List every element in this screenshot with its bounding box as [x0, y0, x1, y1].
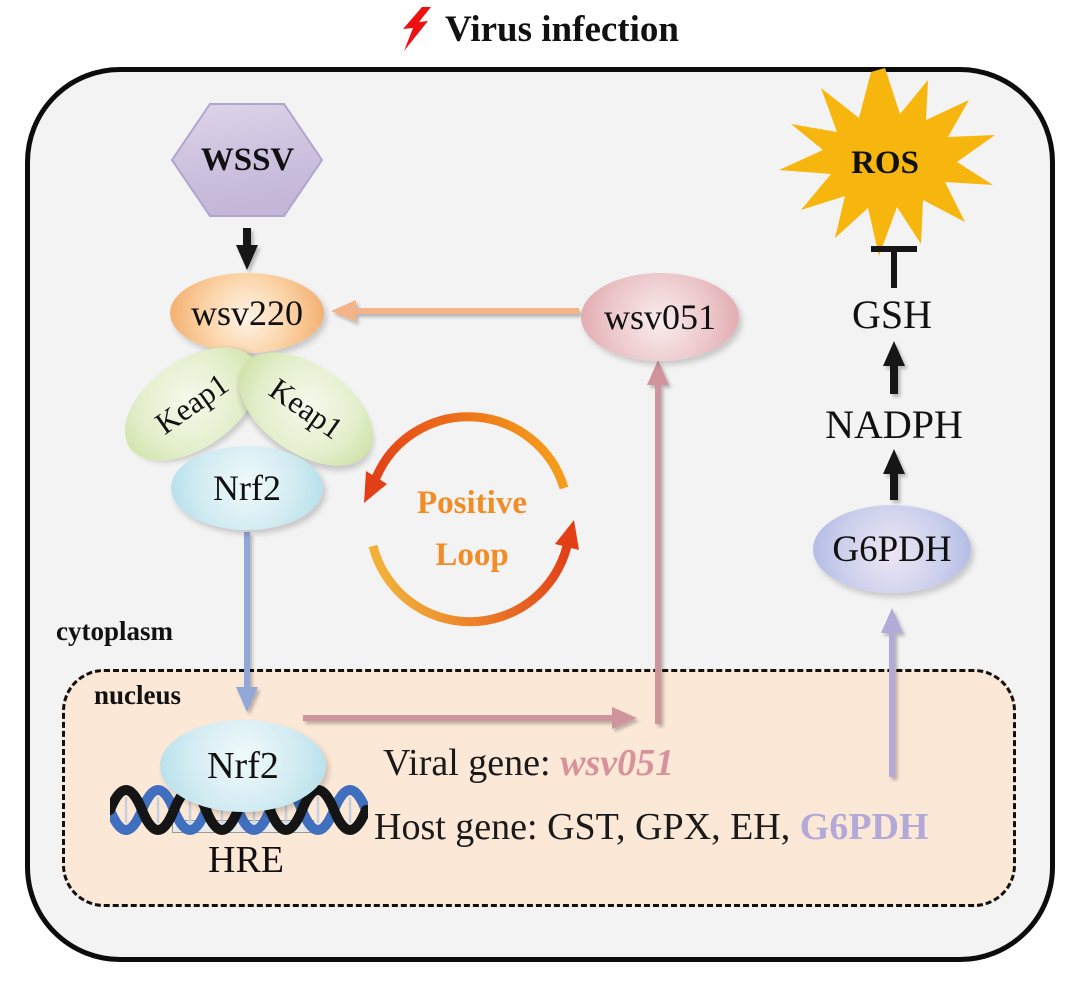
host-gene-line: Host gene: GST, GPX, EH, G6PDH	[374, 805, 929, 849]
nucleus-label: nucleus	[94, 680, 182, 710]
wsv051-node: wsv051	[581, 273, 739, 361]
ros-node: ROS	[851, 144, 919, 181]
wssv-hexagon-icon	[170, 103, 324, 217]
host-gene-g6pdh: G6PDH	[799, 806, 929, 848]
positive-loop-text-line2: Loop	[435, 537, 509, 573]
hre-label: HRE	[208, 839, 284, 881]
cytoplasm-label: cytoplasm	[56, 616, 173, 646]
nadph-label: NADPH	[825, 402, 963, 447]
nrf2-nucleus-node: Nrf2	[160, 720, 326, 812]
diagram-title: Virus infection	[445, 8, 679, 50]
gsh-label: GSH	[851, 292, 933, 337]
viral-gene-prefix: Viral gene:	[383, 742, 561, 784]
g6pdh-node: G6PDH	[813, 505, 971, 593]
host-gene-prefix: Host gene: GST, GPX, EH,	[374, 806, 800, 848]
viral-gene-line: Viral gene: wsv051	[383, 741, 674, 785]
nrf2-cytoplasm-node: Nrf2	[171, 446, 323, 530]
wsv220-node: wsv220	[170, 273, 324, 353]
ros-starburst-icon	[779, 68, 995, 256]
diagram-title-row: Virus infection	[0, 6, 1080, 52]
viral-gene-wsv051: wsv051	[560, 742, 675, 784]
positive-loop-text-line1: Positive	[417, 485, 527, 521]
wssv-node: WSSV	[200, 141, 295, 178]
lightning-bolt-icon	[403, 7, 431, 51]
